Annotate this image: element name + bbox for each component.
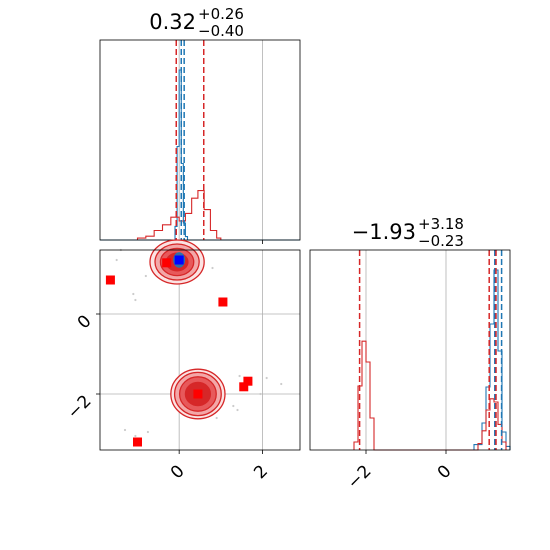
scatter-point-6	[280, 382, 283, 386]
title-param2-minus: −0.23	[418, 232, 464, 250]
scatter-point-12	[123, 428, 127, 432]
scatter-frame	[99, 249, 301, 451]
title-param2-plus: +3.18	[418, 215, 464, 233]
scatter-point-4	[238, 374, 241, 378]
scatter-point-14	[115, 258, 118, 262]
title-param1-value: 0.32	[149, 10, 196, 34]
histogram-param2-panel	[309, 249, 511, 451]
histogram-param1-panel	[99, 39, 301, 244]
hist2-xtick-label-0: −2	[344, 461, 376, 493]
hist2-frame	[309, 249, 511, 451]
marker-red-0	[105, 275, 115, 285]
scatter-ytick-label-1: 0	[74, 311, 96, 333]
hist1-blue-step	[100, 69, 300, 241]
scatter-point-9	[215, 416, 218, 420]
scatter-point-7	[232, 404, 235, 408]
scatter-point-5	[265, 376, 268, 380]
hist1-red-step	[136, 190, 222, 240]
scatter-point-2	[144, 274, 147, 278]
scatter-contour-panel	[99, 239, 301, 451]
scatter-xtick-label-1: 2	[250, 461, 272, 483]
scatter-point-8	[236, 408, 239, 412]
title-param1-minus: −0.40	[198, 22, 244, 40]
scatter-point-10	[146, 430, 150, 434]
scatter-point-1	[132, 292, 135, 296]
marker-red-1	[162, 258, 172, 268]
scatter-ytick-label-0: −2	[64, 391, 96, 423]
marker-red-6	[133, 437, 142, 447]
scatter-point-13	[211, 266, 214, 270]
scatter-point-15	[259, 392, 262, 396]
title-param1-plus: +0.26	[198, 5, 244, 23]
scatter-xtick-label-0: 0	[167, 461, 189, 483]
marker-red-4	[243, 376, 253, 386]
marker-red-2	[218, 297, 228, 307]
title-param2-value: −1.93	[352, 220, 416, 244]
marker-blue	[174, 255, 184, 265]
marker-red-3	[193, 389, 203, 399]
hist2-xtick-label-1: 0	[434, 461, 456, 483]
marker-red-5	[239, 382, 249, 392]
scatter-point-3	[134, 298, 137, 302]
hist2-blue-step	[473, 269, 511, 450]
hist1-frame	[99, 39, 301, 241]
hist2-red-step	[353, 340, 507, 451]
scatter-point-11	[134, 434, 137, 438]
